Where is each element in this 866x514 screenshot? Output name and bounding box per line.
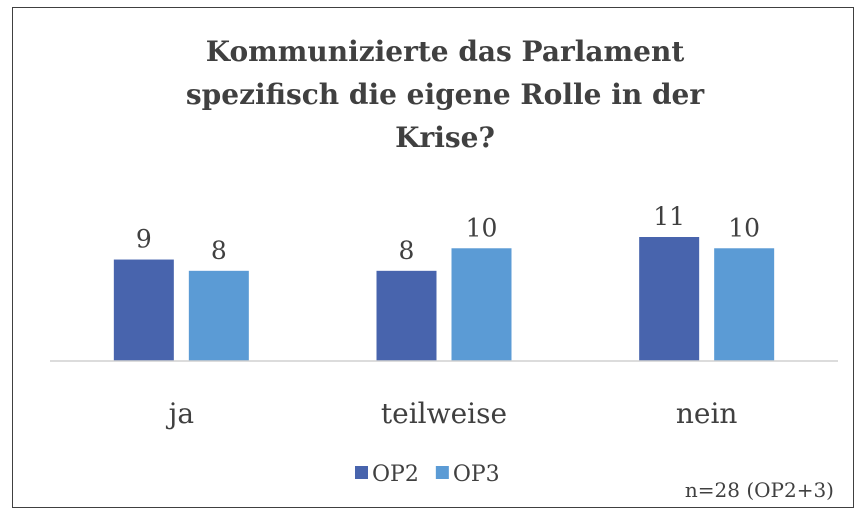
bar (714, 248, 775, 361)
legend-label: OP3 (453, 462, 500, 487)
data-label: 10 (728, 213, 760, 242)
data-label: 9 (136, 225, 152, 254)
chart-frame (12, 7, 854, 508)
legend-swatch (355, 466, 368, 479)
bar (188, 270, 249, 361)
data-label: 8 (399, 236, 415, 265)
x-tick-label: nein (676, 397, 738, 430)
x-tick-label: teilweise (381, 397, 507, 430)
data-label: 10 (466, 213, 498, 242)
bar (451, 248, 512, 361)
bar (113, 259, 174, 361)
data-label: 11 (653, 202, 685, 231)
legend-swatch (435, 466, 449, 479)
chart-title: Kommunizierte das Parlament spezifisch d… (185, 35, 705, 154)
data-label: 8 (211, 236, 227, 265)
bar (639, 237, 700, 361)
annotation: n=28 (OP2+3) (685, 478, 834, 502)
legend-label: OP2 (372, 462, 419, 487)
bar (376, 270, 437, 361)
x-tick-label: ja (166, 397, 194, 430)
